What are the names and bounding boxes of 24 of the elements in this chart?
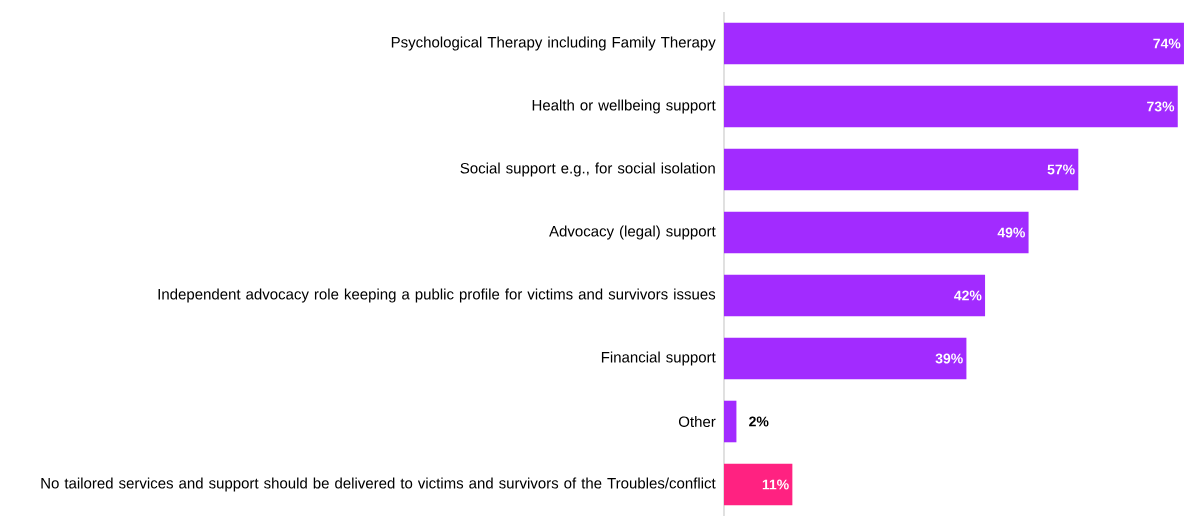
y-tick-label: Psychological Therapy including Family Therapy (391, 36, 716, 51)
bar (723, 337, 967, 380)
data-label: 49% (997, 227, 1025, 238)
data-label: 11% (762, 479, 789, 490)
y-tick-label: Independent advocacy role keeping a public profile for victims and survivors issues (158, 288, 716, 303)
data-label: 2% (749, 416, 769, 427)
bar (723, 274, 986, 317)
y-tick-label: Advocacy (legal) support (549, 225, 716, 240)
data-label: 74% (1153, 38, 1181, 49)
y-tick-label: No tailored services and support should be delivered to victims and survivors of the Troubles/conflict (41, 477, 716, 492)
bar (723, 148, 1079, 191)
bar (723, 85, 1178, 128)
y-tick-label: Financial support (601, 351, 716, 366)
y-tick-label: Other (678, 415, 716, 427)
data-label: 42% (954, 290, 982, 301)
data-label: 57% (1047, 164, 1075, 175)
bar (723, 22, 1184, 65)
bar (723, 211, 1029, 254)
bar (723, 463, 793, 506)
y-tick-label: Health or wellbeing support (532, 99, 716, 114)
bar (723, 400, 737, 443)
y-tick-label: Social support e.g., for social isolation (460, 162, 715, 177)
data-label: 39% (935, 353, 963, 364)
data-label: 73% (1147, 101, 1175, 112)
